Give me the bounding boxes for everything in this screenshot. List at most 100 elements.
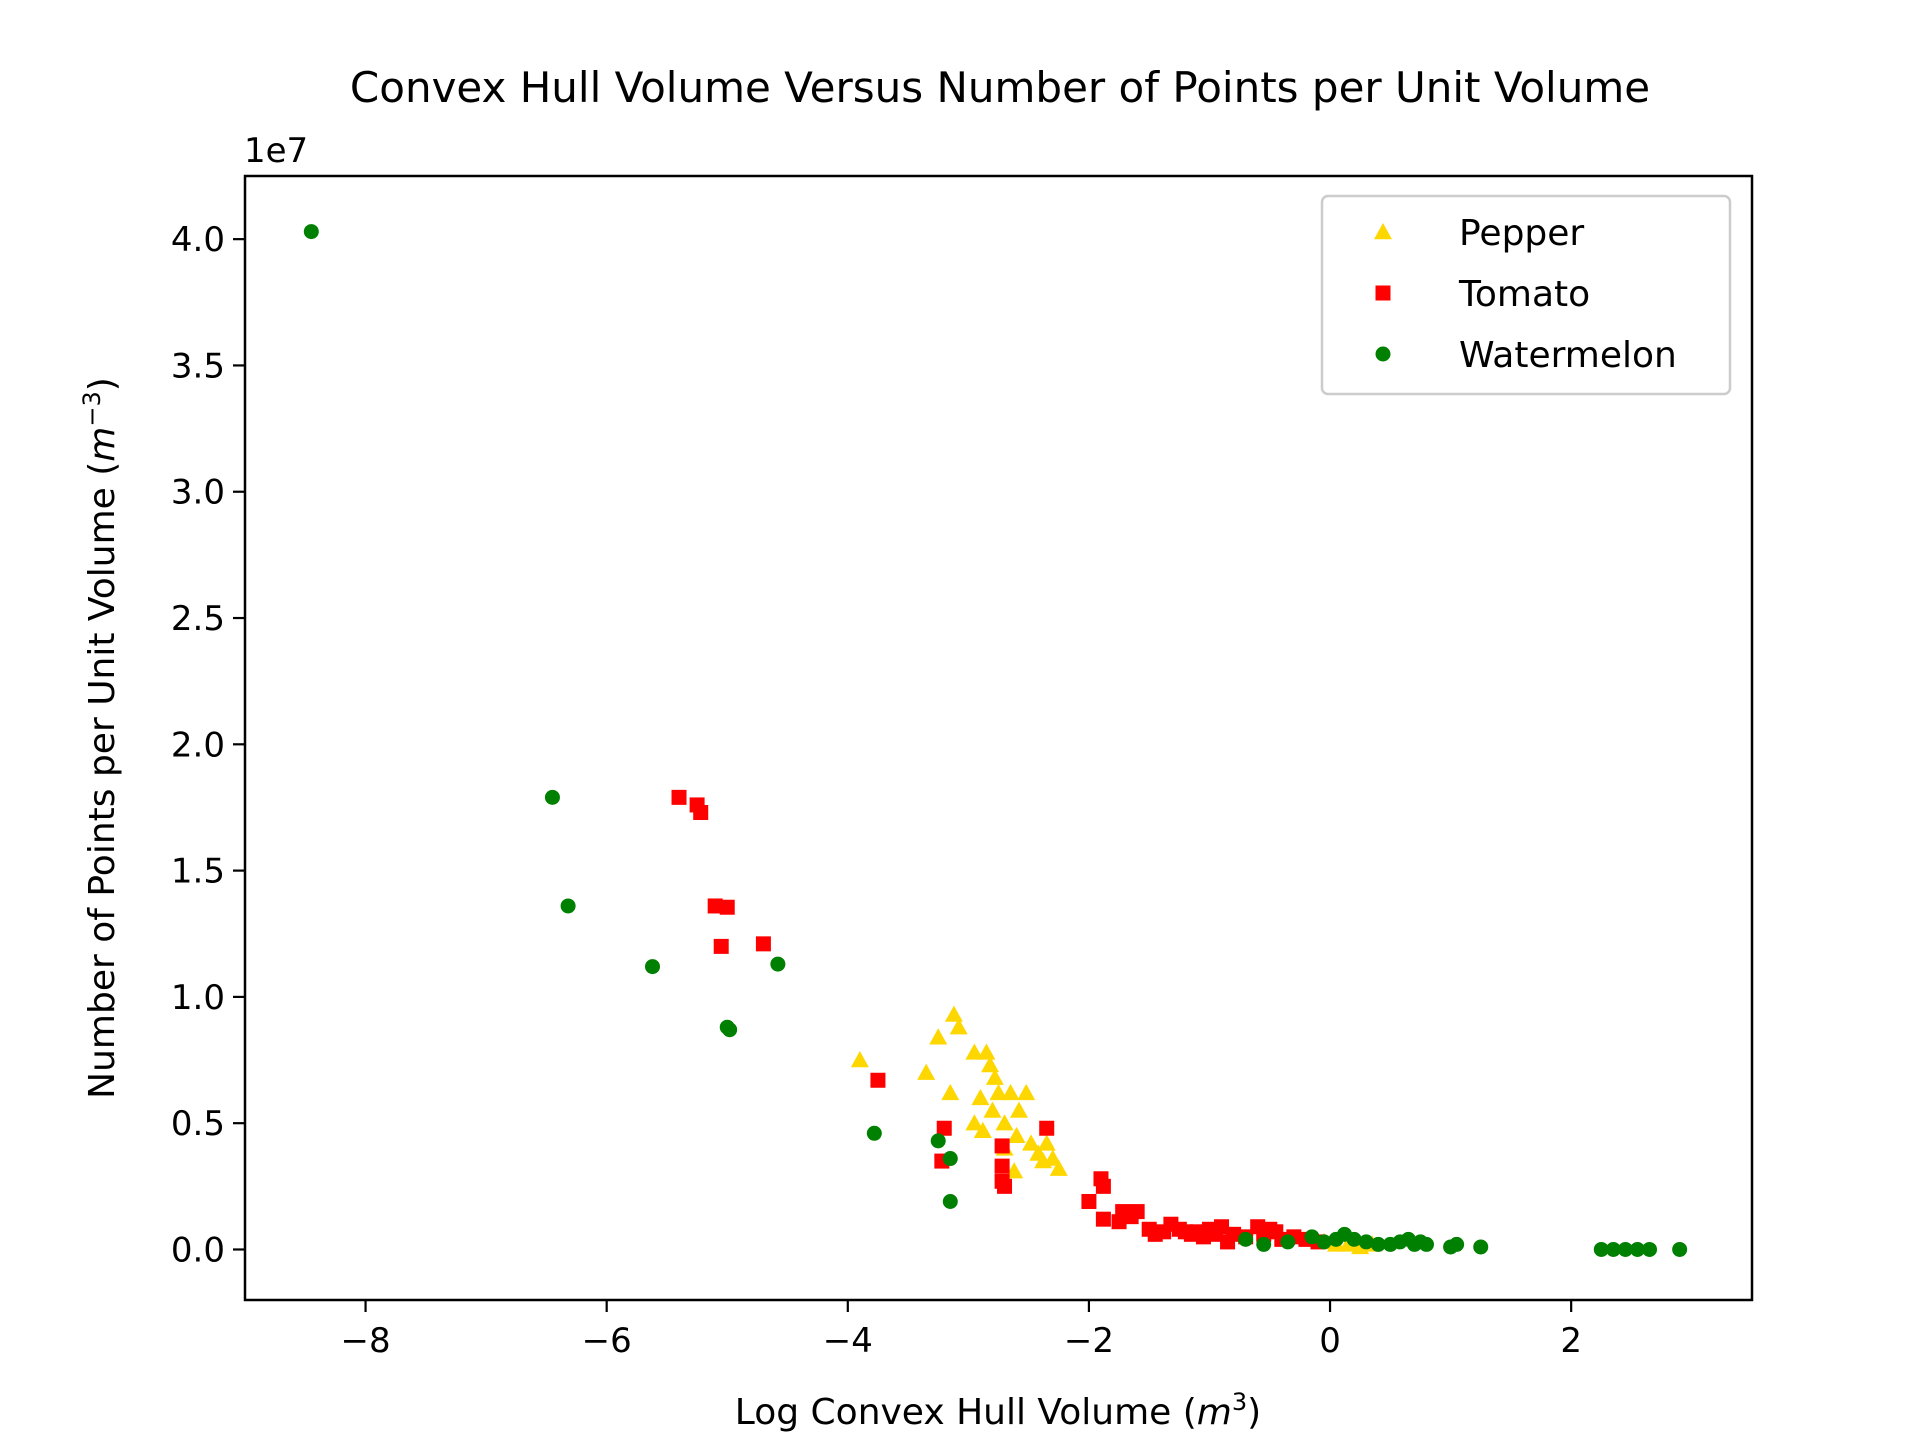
y-axis-label-unit: m (82, 427, 123, 462)
plot-marks (303, 224, 1688, 1257)
y-tick-label: 0.5 (171, 1104, 225, 1144)
pepper-point (944, 1005, 963, 1022)
legend-label: Tomato (1458, 274, 1590, 315)
watermelon-point (1593, 1241, 1609, 1257)
y-tick-label: 1.0 (171, 978, 225, 1018)
tomato-point (994, 1158, 1010, 1174)
x-tick-label: −8 (340, 1321, 390, 1361)
watermelon-point (1418, 1236, 1434, 1252)
legend-label: Pepper (1459, 213, 1584, 254)
watermelon-point (560, 898, 576, 914)
y-tick-label: 0.0 (171, 1230, 225, 1270)
pepper-point (977, 1043, 996, 1060)
tomato-point (755, 936, 771, 952)
pepper-point (971, 1088, 990, 1106)
pepper-point (1001, 1083, 1020, 1101)
pepper-point (1005, 1162, 1024, 1179)
x-axis-label-main: Log Convex Hull Volume ( (735, 1392, 1197, 1433)
legend-marker-tomato (1375, 285, 1391, 301)
pepper-point (917, 1063, 936, 1080)
x-tick-label: 2 (1560, 1321, 1582, 1361)
watermelon-point (1256, 1236, 1272, 1252)
tomato-point (707, 898, 723, 914)
watermelon-point (1238, 1231, 1254, 1247)
watermelon-point (303, 224, 319, 240)
watermelon-point (1346, 1231, 1362, 1247)
tomato-point (719, 899, 735, 915)
y-tick-label: 1.5 (171, 852, 225, 892)
tomato-point (1039, 1120, 1055, 1136)
legend: Pepper Tomato Watermelon (1320, 194, 1732, 396)
pepper-point (1009, 1101, 1028, 1118)
pepper-point (949, 1018, 968, 1035)
watermelon-point (1473, 1239, 1489, 1255)
pepper-point (1022, 1134, 1041, 1151)
watermelon-point (1449, 1236, 1465, 1252)
tomato-point (997, 1178, 1013, 1194)
tomato-point (1214, 1219, 1230, 1235)
x-axis-label-close: ) (1247, 1392, 1261, 1433)
y-axis-ticks: 0.0 0.5 1.0 1.5 2.0 2.5 3.0 3.5 4.0 (171, 220, 245, 1270)
tomato-point (1226, 1226, 1242, 1242)
x-axis-label: Log Convex Hull Volume (m3) (735, 1388, 1261, 1433)
x-tick-label: −6 (582, 1321, 632, 1361)
pepper-point (981, 1056, 1000, 1073)
tomato-point (936, 1120, 952, 1136)
legend-entry-pepper: Pepper (1374, 213, 1584, 254)
watermelon-point (1280, 1234, 1296, 1250)
series-tomato (671, 789, 1326, 1250)
watermelon-point (1672, 1241, 1688, 1257)
y-axis-label-close: ) (82, 377, 123, 391)
tomato-point (994, 1138, 1010, 1154)
legend-label: Watermelon (1459, 335, 1677, 376)
pepper-point (995, 1114, 1014, 1131)
tomato-point (1095, 1178, 1111, 1194)
watermelon-point (1304, 1229, 1320, 1245)
legend-box (1320, 194, 1732, 396)
pepper-point (1037, 1134, 1056, 1151)
pepper-point (965, 1114, 984, 1131)
y-axis-label-exponent: −3 (78, 391, 106, 426)
series-watermelon (303, 224, 1688, 1257)
watermelon-point (866, 1125, 882, 1141)
tomato-point (693, 805, 709, 821)
tomato-point (1095, 1211, 1111, 1227)
pepper-point (989, 1083, 1008, 1101)
watermelon-point (942, 1151, 958, 1167)
y-axis-offset-label: 1e7 (244, 131, 308, 171)
watermelon-point (1316, 1234, 1332, 1250)
pepper-point (983, 1101, 1002, 1118)
y-tick-label: 4.0 (171, 220, 225, 260)
pepper-point (965, 1043, 984, 1060)
watermelon-point (1629, 1241, 1645, 1257)
watermelon-point (1358, 1234, 1374, 1250)
x-axis-label-unit: m (1197, 1392, 1232, 1433)
legend-entry-watermelon: Watermelon (1375, 335, 1677, 376)
tomato-point (671, 789, 687, 805)
pepper-point (929, 1028, 948, 1045)
tomato-point (1081, 1193, 1097, 1209)
pepper-point (973, 1121, 992, 1138)
watermelon-point (930, 1133, 946, 1149)
pepper-point (941, 1083, 960, 1101)
pepper-point (850, 1051, 869, 1068)
y-axis-label: Number of Points per Unit Volume (m−3) (78, 377, 123, 1099)
watermelon-point (770, 956, 786, 972)
x-tick-label: −4 (823, 1321, 873, 1361)
tomato-point (1129, 1204, 1145, 1220)
y-tick-label: 3.0 (171, 473, 225, 513)
watermelon-point (942, 1193, 958, 1209)
legend-marker-pepper (1374, 223, 1392, 240)
y-tick-label: 2.5 (171, 599, 225, 639)
tomato-point (713, 938, 729, 954)
pepper-point (1017, 1083, 1036, 1101)
y-tick-label: 3.5 (171, 346, 225, 386)
chart-title: Convex Hull Volume Versus Number of Poin… (350, 63, 1650, 112)
pepper-point (1007, 1126, 1026, 1144)
x-axis-ticks: −8 −6 −4 −2 0 2 (340, 1300, 1582, 1361)
watermelon-point (1642, 1241, 1658, 1257)
legend-entry-tomato: Tomato (1375, 274, 1590, 315)
watermelon-point (722, 1022, 738, 1038)
